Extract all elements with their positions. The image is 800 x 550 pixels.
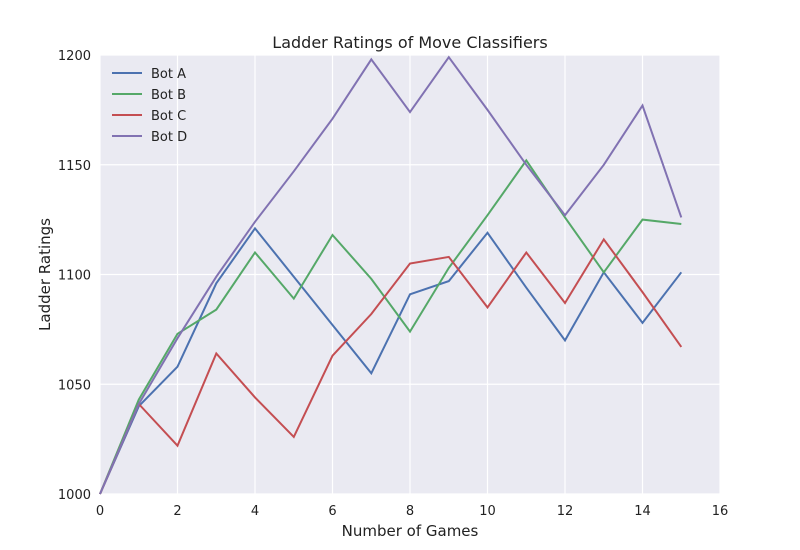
y-tick-label: 1000	[58, 488, 91, 503]
x-tick-label: 12	[557, 504, 574, 519]
grid	[99, 54, 721, 495]
y-axis-label: Ladder Ratings	[36, 218, 54, 331]
legend-label: Bot D	[151, 130, 187, 145]
y-tick-labels: 1000 1050 1100 1150 1200	[58, 49, 91, 503]
x-axis-label: Number of Games	[342, 522, 479, 540]
series-line-bot-d	[99, 55, 683, 495]
series-line-bot-a	[99, 226, 683, 495]
legend-label: Bot B	[151, 88, 186, 103]
x-tick-label: 2	[173, 504, 181, 519]
legend-item: Bot B	[112, 88, 186, 103]
series-line-bot-b	[99, 158, 682, 495]
x-tick-label: 14	[634, 504, 651, 519]
series-line-bot-c	[99, 237, 683, 495]
y-tick-label: 1150	[58, 159, 91, 174]
x-tick-label: 8	[406, 504, 414, 519]
legend-item: Bot D	[112, 130, 187, 145]
legend-item: Bot C	[112, 109, 186, 124]
x-tick-labels: 0 2 4 6 8 10 12 14 16	[96, 504, 728, 519]
x-tick-label: 6	[328, 504, 336, 519]
y-tick-label: 1200	[58, 49, 91, 64]
legend: Bot A Bot B Bot C Bot D	[112, 67, 187, 145]
x-tick-label: 4	[251, 504, 259, 519]
x-tick-label: 16	[712, 504, 729, 519]
legend-item: Bot A	[112, 67, 186, 82]
y-tick-label: 1050	[58, 378, 91, 393]
x-tick-label: 0	[96, 504, 104, 519]
x-tick-label: 10	[479, 504, 496, 519]
series-lines	[99, 55, 683, 495]
y-tick-label: 1100	[58, 269, 91, 284]
chart-title: Ladder Ratings of Move Classifiers	[272, 33, 547, 52]
legend-label: Bot A	[151, 67, 186, 82]
legend-label: Bot C	[151, 109, 186, 124]
